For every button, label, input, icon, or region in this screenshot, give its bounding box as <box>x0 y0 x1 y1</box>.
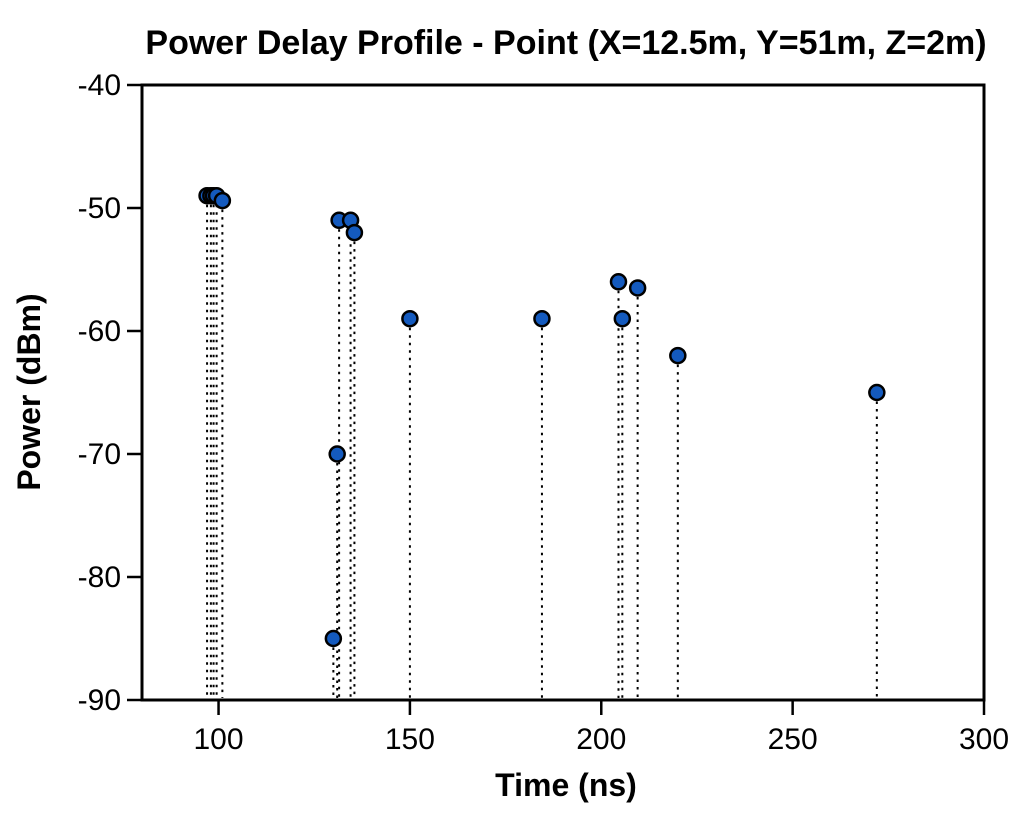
x-axis-tick-label: 100 <box>194 723 244 756</box>
y-axis-label: Power (dBm) <box>11 293 47 490</box>
x-axis-tick-label: 300 <box>959 723 1009 756</box>
data-point-marker <box>401 309 419 328</box>
y-axis-tick-label: -50 <box>78 192 121 225</box>
data-point-marker <box>669 346 687 365</box>
data-point-marker <box>868 383 886 402</box>
data-point-marker <box>533 309 551 328</box>
plot-frame <box>140 83 986 702</box>
x-axis-tick-label: 150 <box>385 723 435 756</box>
chart-title: Power Delay Profile - Point (X=12.5m, Y=… <box>145 24 986 62</box>
data-point-marker <box>345 223 364 242</box>
y-axis-tick-label: -70 <box>78 438 121 471</box>
x-axis-label: Time (ns) <box>495 767 637 803</box>
data-point-marker <box>324 629 343 648</box>
data-point-marker <box>328 445 346 463</box>
y-axis-tick-label: -80 <box>78 561 121 594</box>
data-point-marker <box>613 309 632 328</box>
stem-lines <box>206 204 878 698</box>
y-axis-tick-label: -90 <box>78 684 121 717</box>
y-axis-ticks: -40 -50 -60 -70 -80 -90 <box>78 69 142 717</box>
x-axis-ticks: 100 150 200 250 300 <box>194 701 1009 756</box>
y-axis-tick-label: -40 <box>78 69 121 102</box>
x-axis-tick-label: 250 <box>768 723 818 756</box>
data-point-marker <box>213 191 232 210</box>
data-points <box>198 186 886 648</box>
data-point-marker <box>628 279 647 297</box>
y-axis-tick-label: -60 <box>78 315 121 348</box>
data-point-marker <box>609 273 628 291</box>
x-axis-tick-label: 200 <box>576 723 626 756</box>
